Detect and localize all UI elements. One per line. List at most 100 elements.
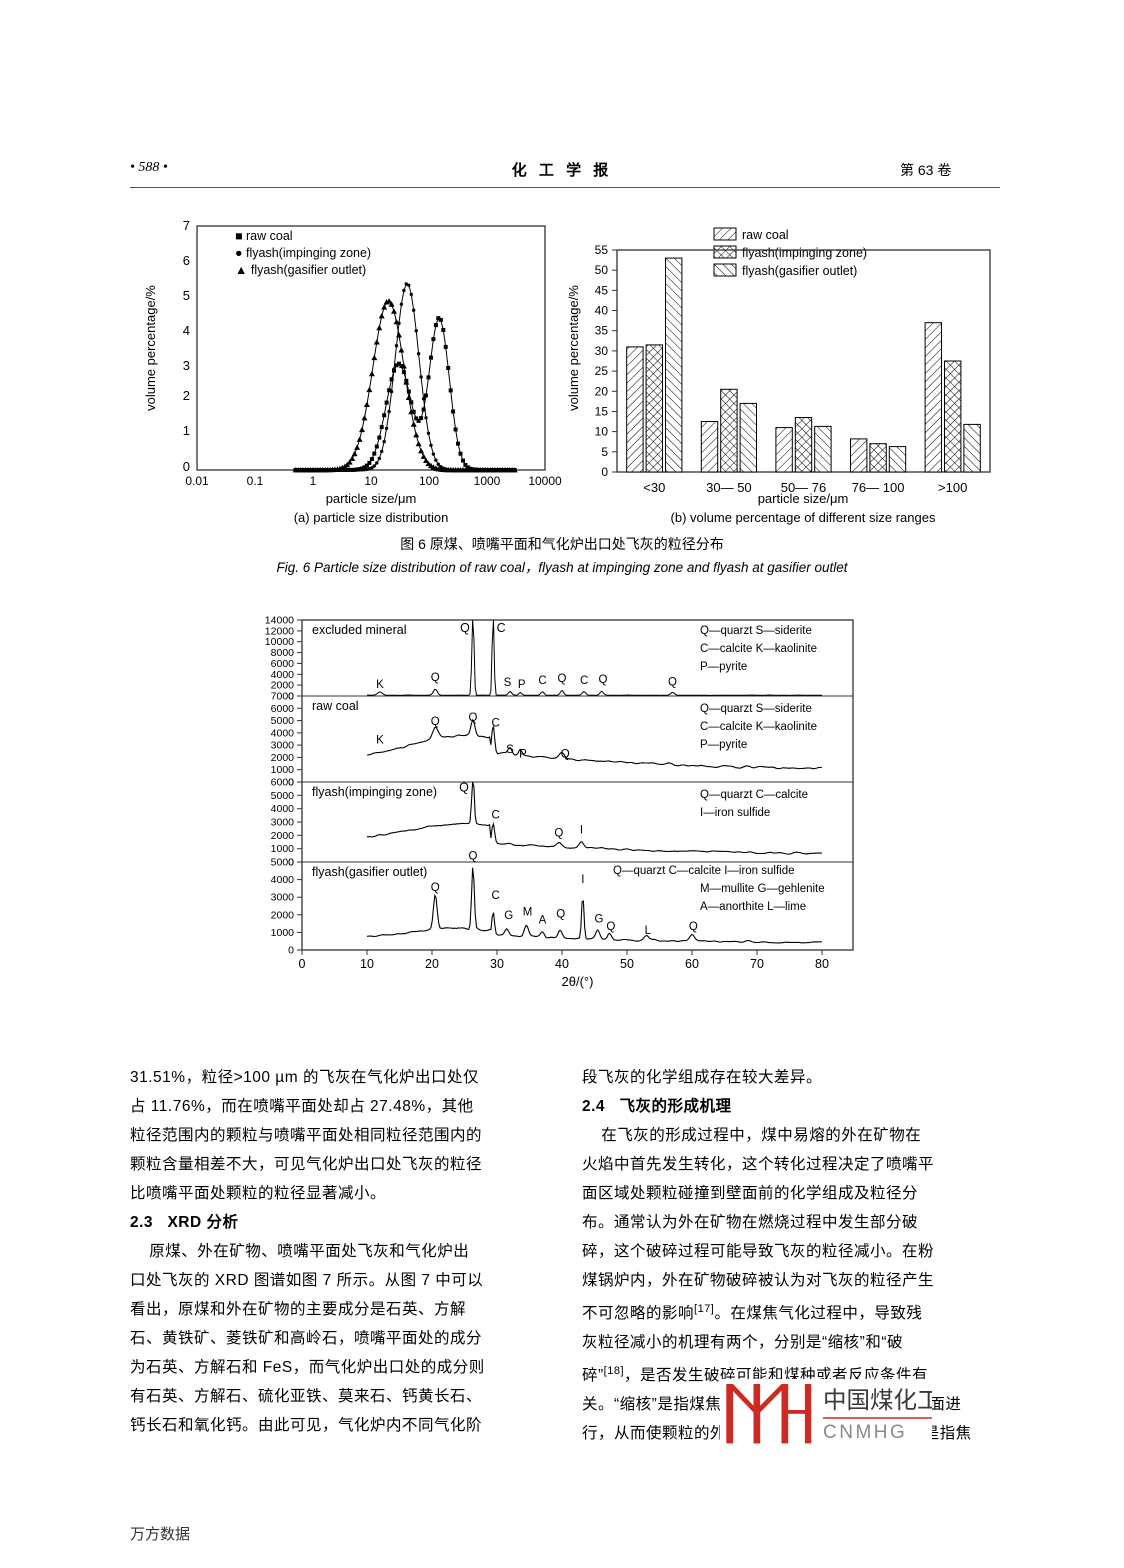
svg-text:M—mullite G—gehlenite: M—mullite G—gehlenite [700,883,825,895]
svg-text:0: 0 [183,459,190,474]
svg-text:I: I [580,824,583,836]
svg-text:5000: 5000 [271,857,295,869]
svg-text:C: C [492,810,500,822]
svg-text:P: P [519,748,527,760]
svg-text:30: 30 [595,344,609,358]
svg-text:<30: <30 [643,480,665,495]
svg-text:volume percentage/%: volume percentage/% [143,285,158,411]
svg-text:0: 0 [299,957,306,971]
svg-text:10: 10 [364,474,378,488]
svg-text:中国煤化工: 中国煤化工 [823,1387,932,1413]
svg-text:● flyash(impinging zone): ● flyash(impinging zone) [235,246,371,260]
svg-text:5: 5 [601,445,608,459]
svg-text:1: 1 [183,423,190,438]
svg-text:10000: 10000 [528,474,562,488]
svg-text:80: 80 [815,957,829,971]
svg-text:P: P [518,679,526,691]
svg-text:5000: 5000 [271,790,295,802]
svg-text:10: 10 [360,957,374,971]
svg-text:K: K [376,679,384,691]
svg-text:25: 25 [595,364,609,378]
svg-text:20: 20 [595,384,609,398]
svg-text:Q: Q [556,908,565,920]
svg-text:raw coal: raw coal [312,699,359,713]
svg-text:S: S [506,744,514,756]
svg-text:8000: 8000 [271,647,295,659]
svg-text:0.1: 0.1 [247,474,264,488]
svg-text:2000: 2000 [271,752,295,764]
svg-text:■ raw coal: ■ raw coal [235,229,293,243]
svg-text:particle size/μm: particle size/μm [326,491,417,506]
svg-text:Fig. 6 Particle size distri: Fig. 6 Particle size distribution of raw… [276,560,848,575]
svg-text:3000: 3000 [271,892,295,904]
svg-text:3000: 3000 [271,817,295,829]
svg-text:7: 7 [183,218,190,233]
svg-text:P—pyrite: P—pyrite [700,739,747,751]
svg-text:Q—quarzt S—siderite: Q—quarzt S—siderite [700,703,812,715]
svg-text:Q: Q [606,921,615,933]
svg-text:4000: 4000 [271,727,295,739]
svg-text:7000: 7000 [271,691,295,703]
svg-text:raw coal: raw coal [742,228,789,242]
svg-text:K: K [376,734,384,746]
svg-text:volume percentage/%: volume percentage/% [566,285,581,411]
svg-text:Q: Q [431,882,440,894]
svg-text:12000: 12000 [265,625,294,637]
svg-text:2000: 2000 [271,909,295,921]
svg-text:45: 45 [595,283,609,297]
svg-text:C: C [492,890,500,902]
svg-text:▲ flyash(gasifier outlet): ▲ flyash(gasifier outlet) [235,263,366,277]
svg-text:Q: Q [689,921,698,933]
svg-text:6000: 6000 [271,658,295,670]
svg-text:6000: 6000 [271,777,295,789]
svg-text:20: 20 [425,957,439,971]
svg-text:图 6 原煤、喷嘴平面和气化炉出口处飞灰的粒径分布: 图 6 原煤、喷嘴平面和气化炉出口处飞灰的粒径分布 [400,536,724,552]
svg-text:(a) particle size distributio: (a) particle size distribution [294,510,449,525]
svg-text:A: A [539,915,547,927]
svg-text:60: 60 [685,957,699,971]
svg-text:Q: Q [431,672,440,684]
svg-text:35: 35 [595,324,609,338]
svg-text:4000: 4000 [271,803,295,815]
svg-text:50: 50 [595,263,609,277]
svg-text:Q—quarzt S—siderite: Q—quarzt S—siderite [700,625,812,637]
svg-text:C: C [492,718,500,730]
svg-text:3: 3 [183,358,190,373]
svg-text:70: 70 [750,957,764,971]
svg-text:76— 100: 76— 100 [852,480,905,495]
svg-text:2θ/(°): 2θ/(°) [562,974,594,989]
svg-text:4: 4 [183,323,190,338]
svg-text:50: 50 [620,957,634,971]
svg-text:5: 5 [183,288,190,303]
svg-text:40: 40 [555,957,569,971]
svg-text:100: 100 [419,474,439,488]
svg-text:30— 50: 30— 50 [706,480,752,495]
svg-text:Q—quarzt C—calcite: Q—quarzt C—calcite [700,789,808,801]
svg-text:30: 30 [490,957,504,971]
svg-text:6: 6 [183,253,190,268]
svg-text:C: C [497,621,506,635]
svg-text:Q: Q [460,621,470,635]
svg-text:0: 0 [601,465,608,479]
svg-text:0.01: 0.01 [185,474,209,488]
svg-text:Q: Q [668,677,677,689]
svg-text:0: 0 [288,945,294,957]
svg-text:flyash(gasifier outlet): flyash(gasifier outlet) [742,264,857,278]
svg-text:40: 40 [595,304,609,318]
svg-text:15: 15 [595,405,609,419]
svg-text:I: I [581,874,584,886]
svg-text:G: G [595,914,604,926]
svg-text:P—pyrite: P—pyrite [700,661,747,673]
svg-text:10: 10 [595,425,609,439]
svg-text:C—calcite K—kaolinite: C—calcite K—kaolinite [700,643,817,655]
svg-text:C: C [538,675,546,687]
svg-text:(b) volume percentage of diffe: (b) volume percentage of different size … [671,510,936,525]
svg-text:Q: Q [599,674,608,686]
svg-text:Q: Q [561,748,570,760]
svg-text:Q—quarzt C—calcite I—iron su: Q—quarzt C—calcite I—iron sulfide [613,865,795,877]
svg-text:C: C [580,675,588,687]
svg-text:G: G [504,910,513,922]
svg-text:flyash(impinging zone): flyash(impinging zone) [742,246,867,260]
svg-text:I—iron sulfide: I—iron sulfide [700,807,770,819]
svg-text:Q: Q [554,828,563,840]
